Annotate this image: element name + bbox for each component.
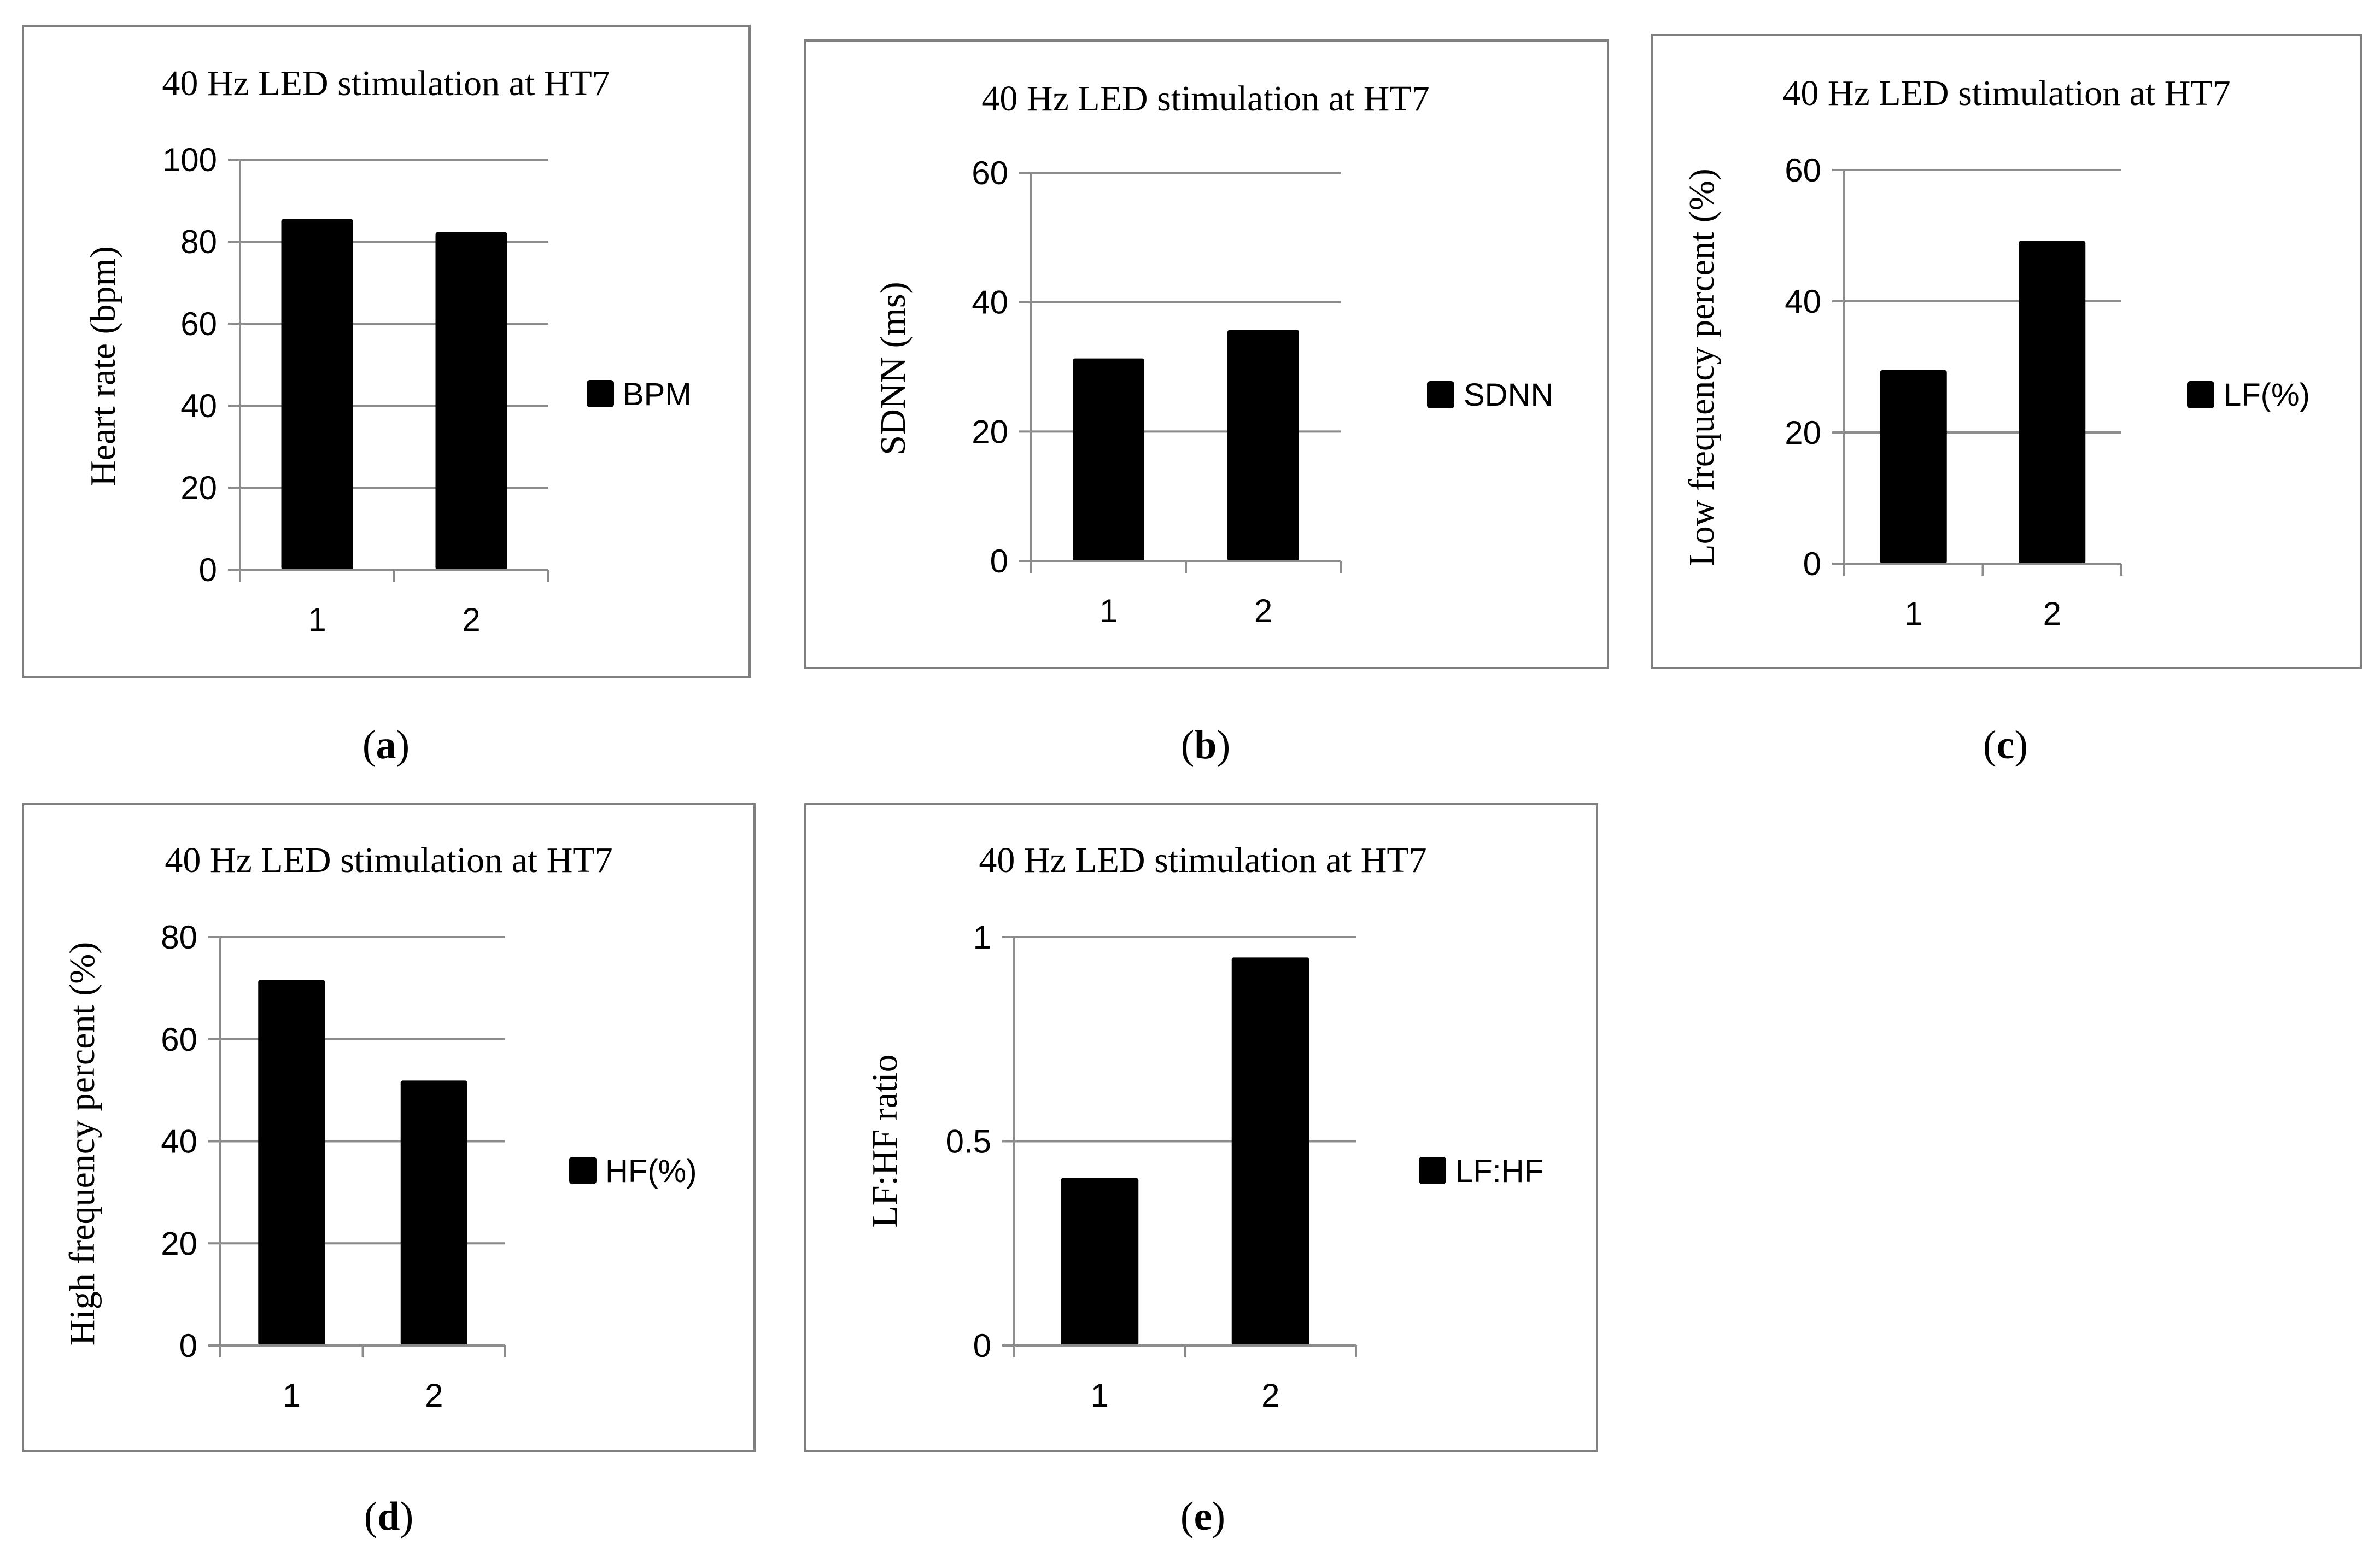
legend-label-d: HF(%) (605, 1154, 697, 1189)
bar-a-2 (435, 232, 507, 570)
plot-area-e: 0 0.5 1 1 2 (946, 919, 1357, 1414)
y-tick-label-e-1: 0.5 (946, 1123, 991, 1160)
legend-d: HF(%) (569, 1154, 697, 1189)
legend-swatch-b (1427, 381, 1454, 408)
bar-d-1 (258, 980, 325, 1345)
y-tick-label-c-3: 60 (1785, 152, 1821, 189)
panel-e-frame (804, 803, 1598, 1452)
y-tick-label-d-0: 0 (179, 1327, 197, 1364)
y-tick-label-a-0: 0 (199, 552, 217, 588)
panel-a: 40 Hz LED stimulation at HT7 Heart rate … (22, 25, 751, 678)
bar-b-2 (1227, 330, 1299, 561)
y-tick-label-d-1: 20 (161, 1225, 197, 1262)
bar-a-1 (281, 219, 353, 570)
x-tick-label-e-1: 2 (1261, 1377, 1279, 1414)
chart-title-c: 40 Hz LED stimulation at HT7 (1782, 73, 2230, 113)
panel-c-frame (1651, 34, 2362, 669)
y-tick-label-c-2: 40 (1785, 283, 1821, 320)
bar-d-2 (400, 1080, 467, 1345)
legend-label-a: BPM (623, 377, 692, 412)
y-axis-label-d: High frequency percent (%) (62, 942, 102, 1345)
panel-d: 40 Hz LED stimulation at HT7 High freque… (22, 803, 756, 1452)
x-tick-label-b-1: 2 (1254, 593, 1272, 629)
y-tick-label-b-0: 0 (990, 543, 1008, 580)
y-tick-label-d-4: 80 (161, 919, 197, 956)
panel-caption-c: (c) (1983, 723, 2028, 768)
x-tick-label-c-0: 1 (1904, 595, 1922, 632)
legend-swatch-d (569, 1157, 597, 1184)
legend-swatch-a (587, 380, 614, 407)
x-tick-label-c-1: 2 (2043, 595, 2061, 632)
y-tick-label-d-2: 40 (161, 1123, 197, 1160)
plot-area-c: 0 20 40 60 1 2 (1785, 152, 2122, 632)
y-tick-label-a-1: 20 (180, 470, 217, 506)
bar-c-1 (1880, 370, 1947, 564)
x-tick-label-a-0: 1 (308, 601, 326, 638)
panel-caption-d: (d) (364, 1494, 413, 1539)
plot-area-d: 0 20 40 60 80 1 2 (161, 919, 506, 1414)
y-axis-label-c: Low frequency percent (%) (1682, 168, 1722, 566)
bar-e-2 (1231, 957, 1309, 1345)
bar-b-1 (1073, 358, 1144, 561)
panel-e: 40 Hz LED stimulation at HT7 LF:HF ratio… (804, 803, 1598, 1452)
panel-d-frame (22, 803, 756, 1452)
y-tick-label-e-0: 0 (973, 1327, 991, 1364)
chart-title-a: 40 Hz LED stimulation at HT7 (162, 63, 610, 103)
y-tick-label-a-3: 60 (180, 306, 217, 342)
legend-label-c: LF(%) (2224, 377, 2310, 413)
legend-e: LF:HF (1419, 1154, 1543, 1189)
bar-c-2 (2019, 241, 2086, 564)
legend-a: BPM (587, 377, 692, 412)
y-tick-label-c-1: 20 (1785, 414, 1821, 451)
panel-caption-e: (e) (1180, 1494, 1225, 1539)
y-tick-label-b-1: 20 (972, 413, 1008, 450)
panel-b-frame (804, 39, 1609, 669)
x-tick-label-d-0: 1 (283, 1377, 301, 1414)
y-tick-label-a-4: 80 (180, 224, 217, 260)
x-tick-label-e-0: 1 (1091, 1377, 1109, 1414)
x-tick-label-a-1: 2 (462, 601, 480, 638)
chart-title-b: 40 Hz LED stimulation at HT7 (981, 79, 1429, 119)
legend-b: SDNN (1427, 377, 1553, 413)
chart-title-d: 40 Hz LED stimulation at HT7 (165, 840, 612, 880)
y-tick-label-c-0: 0 (1803, 546, 1821, 582)
panel-c: 40 Hz LED stimulation at HT7 Low frequen… (1651, 34, 2362, 669)
legend-c: LF(%) (2187, 377, 2310, 413)
y-axis-label-a: Heart rate (bpm) (83, 246, 123, 487)
legend-swatch-c (2187, 381, 2214, 408)
bar-e-1 (1061, 1178, 1139, 1345)
legend-label-e: LF:HF (1455, 1154, 1543, 1189)
y-tick-label-b-3: 60 (972, 155, 1008, 191)
y-tick-label-a-2: 40 (180, 388, 217, 424)
y-tick-label-e-2: 1 (973, 919, 991, 956)
y-tick-label-d-3: 60 (161, 1021, 197, 1058)
chart-title-e: 40 Hz LED stimulation at HT7 (979, 840, 1426, 880)
plot-area-b: 0 20 40 60 1 2 (972, 155, 1342, 629)
x-tick-label-b-0: 1 (1100, 593, 1118, 629)
panel-caption-a: (a) (362, 723, 410, 768)
panel-b: 40 Hz LED stimulation at HT7 SDNN (ms) 0… (804, 39, 1609, 669)
panel-a-frame (22, 25, 751, 678)
legend-label-b: SDNN (1464, 377, 1553, 413)
x-tick-label-d-1: 2 (425, 1377, 443, 1414)
panel-caption-b: (b) (1181, 723, 1230, 768)
y-tick-label-b-2: 40 (972, 284, 1008, 321)
y-axis-label-b: SDNN (ms) (873, 282, 913, 455)
y-axis-label-e: LF:HF ratio (865, 1054, 905, 1227)
legend-swatch-e (1419, 1157, 1446, 1184)
plot-area-a: 0 20 40 60 80 100 1 2 (162, 142, 549, 638)
y-tick-label-a-5: 100 (162, 142, 217, 178)
